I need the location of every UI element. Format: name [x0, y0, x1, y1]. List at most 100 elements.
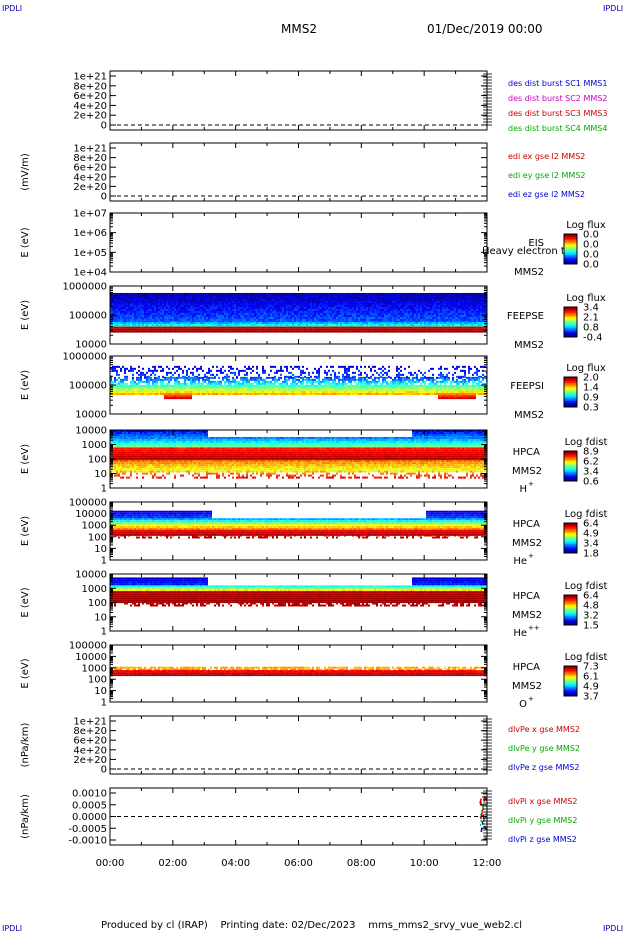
- ytick-label: 1e+05: [73, 248, 107, 259]
- footer: Produced by cl (IRAP) Printing date: 02/…: [101, 920, 522, 931]
- ytick-label: 2e+20: [73, 182, 107, 193]
- colorbar-title: Log fdist: [565, 509, 608, 520]
- species-charge: +: [528, 552, 534, 560]
- colorbar-title: Log fdist: [565, 437, 608, 448]
- legend-entry: edi ey gse l2 MMS2: [508, 171, 586, 180]
- ytick-label: 2e+20: [73, 755, 107, 766]
- y-axis-label: E (eV): [20, 658, 31, 688]
- ytick-label: 100000: [69, 641, 107, 652]
- ytick-label: 2e+20: [73, 111, 107, 122]
- ytick-label: 0.0010: [72, 789, 107, 800]
- spectrogram-image-4: [110, 292, 487, 333]
- corner-label-tl: IPDLI: [2, 4, 23, 13]
- legend-entry: des dist burst SC2 MMS2: [508, 94, 607, 103]
- colorbar-tick-label: 3.7: [583, 692, 599, 703]
- y-axis-label: (nPa/km): [20, 723, 31, 768]
- colorbar-title: Log flux: [566, 293, 606, 304]
- colorbar-title: Log flux: [566, 363, 606, 374]
- time-tick-label: 08:00: [347, 858, 376, 869]
- overlay-label: Heavy electron tof: [482, 246, 575, 257]
- colorbar-tick-label: 4.9: [583, 529, 599, 540]
- footer-script: mms_mms2_srvy_vue_web2.cl: [368, 920, 523, 931]
- instrument-label: HPCA: [513, 519, 541, 530]
- colorbar-tick-label: 4.8: [583, 601, 599, 612]
- colorbar-title: Log flux: [566, 220, 606, 231]
- ytick-label: 4e+20: [73, 172, 107, 183]
- species-charge: ++: [528, 624, 540, 632]
- time-tick-label: 10:00: [410, 858, 439, 869]
- panel-frame-3: [109, 212, 488, 273]
- time-tick-label: 00:00: [96, 858, 125, 869]
- ytick-label: 0: [101, 765, 107, 776]
- ytick-label: -0.0005: [68, 824, 107, 835]
- legend-entry: des dist burst SC3 MMS3: [508, 109, 607, 118]
- legend-entry: edi ex gse l2 MMS2: [508, 152, 585, 161]
- instrument-label: FEEPSE: [507, 311, 544, 322]
- corner-label-tr: IPDLI: [603, 4, 624, 13]
- y-axis-label: E (eV): [20, 370, 31, 400]
- ytick-label: 8e+20: [73, 153, 107, 164]
- species-charge: +: [528, 695, 534, 703]
- ytick-label: 6e+20: [73, 91, 107, 102]
- corner-label-bl: IPDLI: [2, 924, 23, 933]
- time-tick-label: 04:00: [221, 858, 250, 869]
- ytick-label: 1: [101, 484, 107, 495]
- ytick-label: 1: [101, 627, 107, 638]
- spectrogram-image-5: [110, 365, 487, 400]
- ytick-label: 0: [101, 192, 107, 203]
- ytick-label: 1000: [82, 440, 107, 451]
- footer-produced-by: Produced by cl (IRAP): [101, 920, 208, 931]
- ytick-label: 4e+20: [73, 745, 107, 756]
- y-axis-label: E (eV): [20, 587, 31, 617]
- instrument-label: HPCA: [513, 662, 541, 673]
- ytick-label: 10: [94, 612, 107, 623]
- legend-entry: edi ez gse l2 MMS2: [508, 190, 585, 199]
- colorbar-tick-label: 3.2: [583, 611, 599, 622]
- species-charge: +: [528, 480, 534, 488]
- ytick-label: 10000: [75, 426, 107, 437]
- colorbar-tick-label: 0.8: [583, 323, 599, 334]
- ytick-label: 1000000: [62, 352, 107, 363]
- time-tick-label: 02:00: [158, 858, 187, 869]
- ytick-label: 1000000: [62, 282, 107, 293]
- ytick-label: 100000: [69, 311, 107, 322]
- colorbar-tick-label: 8.9: [583, 447, 599, 458]
- instrument-label: MMS2: [514, 340, 544, 351]
- legend-entry: dlvPi z gse MMS2: [508, 835, 577, 844]
- spectrogram-image-6: [110, 430, 487, 479]
- ytick-label: 0.0000: [72, 812, 107, 823]
- instrument-label: MMS2: [512, 538, 542, 549]
- species-label: He: [513, 556, 527, 567]
- ytick-label: 10: [94, 544, 107, 555]
- ytick-label: 1e+21: [73, 72, 107, 83]
- species-label: H: [519, 484, 527, 495]
- colorbar-tick-label: 4.9: [583, 682, 599, 693]
- instrument-label: MMS2: [512, 681, 542, 692]
- legend-entry: des dist burst SC1 MMS1: [508, 79, 607, 88]
- colorbar-tick-label: 0.0: [583, 250, 599, 261]
- ytick-label: 4e+20: [73, 101, 107, 112]
- date-title: 01/Dec/2019 00:00: [427, 22, 543, 36]
- colorbar-tick-label: 1.5: [583, 621, 599, 632]
- time-tick-label: 12:00: [473, 858, 502, 869]
- colorbar-tick-label: 6.4: [583, 519, 599, 530]
- colorbar-frame: [563, 376, 578, 408]
- instrument-label: MMS2: [512, 610, 542, 621]
- colorbar-tick-label: 1.4: [583, 383, 599, 394]
- colorbar-tick-label: 0.0: [583, 230, 599, 241]
- instrument-label: HPCA: [513, 591, 541, 602]
- colorbar-tick-label: -0.4: [583, 333, 603, 344]
- y-axis-label: E (eV): [20, 227, 31, 257]
- instrument-label: HPCA: [513, 447, 541, 458]
- species-label: He: [513, 628, 527, 639]
- y-axis-label: E (eV): [20, 300, 31, 330]
- colorbar-tick-label: 3.4: [583, 539, 599, 550]
- footer-printing-date: Printing date: 02/Dec/2023: [220, 920, 356, 931]
- instrument-label: FEEPSI: [510, 381, 544, 392]
- colorbar-tick-label: 2.0: [583, 373, 599, 384]
- legend-entry: dlvPe x gse MMS2: [508, 725, 580, 734]
- ytick-label: 6e+20: [73, 163, 107, 174]
- colorbar-frame: [563, 665, 578, 697]
- colorbar-tick-label: 3.4: [583, 467, 599, 478]
